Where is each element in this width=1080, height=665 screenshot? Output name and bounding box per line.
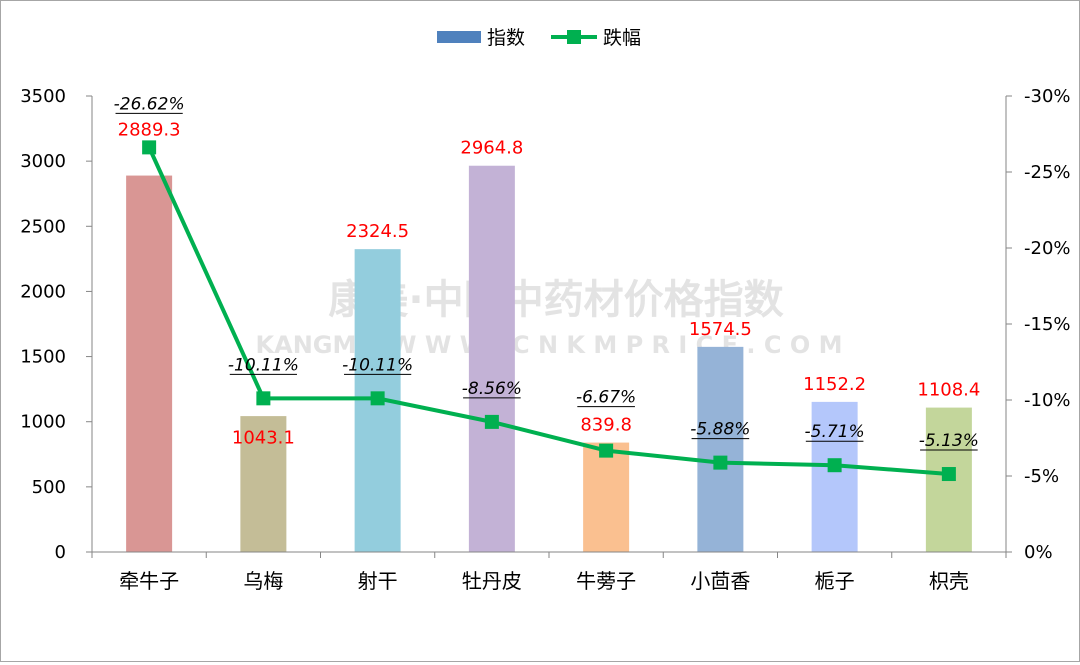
y-left-tick-label: 3500 — [20, 86, 66, 107]
x-tick-label: 栀子 — [815, 569, 855, 593]
bars-layer — [126, 165, 972, 552]
y-left-tick-label: 0 — [55, 542, 66, 563]
x-tick-label: 小茴香 — [690, 569, 750, 593]
legend-bar-swatch — [437, 31, 481, 43]
y-right-tick-label: 0% — [1024, 542, 1053, 563]
pct-label: -10.11% — [342, 355, 413, 375]
line-series — [147, 146, 950, 477]
x-tick-label: 牡丹皮 — [462, 569, 522, 593]
bar-value-label: 1574.5 — [689, 319, 752, 340]
bar-value-label: 1152.2 — [803, 374, 866, 395]
pct-label: -10.11% — [228, 355, 299, 375]
y-left-tick-label: 1500 — [20, 347, 66, 368]
y-left-tick-label: 1000 — [20, 412, 66, 433]
labels-layer: 2889.3 1043.1 2324.5 2964.8 839.8 1574.5 1152.… — [114, 94, 981, 451]
y-left-tick-label: 500 — [32, 477, 66, 498]
y-right-tick-label: -20% — [1024, 238, 1071, 259]
bar — [126, 175, 173, 552]
x-tick-label: 射干 — [358, 569, 398, 593]
y-left-tick-label: 3000 — [20, 151, 66, 172]
bar-value-label: 2889.3 — [118, 119, 181, 140]
bar-value-label: 1043.1 — [232, 427, 295, 448]
pct-label: -5.88% — [690, 420, 750, 440]
pct-label: -6.67% — [576, 388, 636, 408]
bar-value-label: 1108.4 — [917, 380, 980, 401]
legend: 指数 跌幅 — [437, 27, 641, 49]
pct-label: -5.13% — [919, 431, 979, 451]
bar-value-label: 2324.5 — [346, 221, 409, 242]
y-right-tick-label: -30% — [1024, 86, 1071, 107]
watermark-main: 康美·中国中药材价格指数 — [328, 277, 783, 323]
line-marker — [142, 140, 157, 155]
line-marker — [599, 443, 614, 458]
bar — [240, 416, 287, 552]
pct-label: -8.56% — [462, 379, 522, 399]
bar — [583, 442, 630, 552]
x-tick-label: 牵牛子 — [119, 569, 179, 593]
y-left-tick-label: 2000 — [20, 281, 66, 302]
bar — [697, 346, 744, 552]
line-marker — [827, 458, 842, 473]
legend-line-marker — [567, 30, 581, 44]
y-right-tick-label: -5% — [1024, 466, 1059, 487]
y-right-tick-label: -10% — [1024, 390, 1071, 411]
legend-bar-label: 指数 — [487, 27, 525, 49]
line-marker — [484, 414, 499, 429]
axes-layer: 0 500 1000 1500 2000 2500 3000 3500 0% -5% -10% -15… — [20, 86, 1070, 593]
legend-line-label: 跌幅 — [603, 27, 641, 49]
x-tick-label: 牛蒡子 — [576, 569, 636, 593]
watermark-sub: KANGMEI W W W . C N K M P R I C E . C O … — [256, 331, 843, 359]
line-marker — [256, 391, 271, 406]
watermark: 康美·中国中药材价格指数 KANGMEI W W W . C N K M P R… — [256, 277, 843, 359]
y-right-tick-label: -15% — [1024, 314, 1071, 335]
line-marker — [941, 467, 956, 482]
bar — [811, 401, 858, 552]
line-marker — [370, 391, 385, 406]
x-tick-label: 乌梅 — [243, 569, 283, 593]
bar-value-label: 2964.8 — [460, 138, 523, 159]
y-right-tick-label: -25% — [1024, 162, 1071, 183]
pct-label: -5.71% — [805, 422, 865, 442]
bar — [468, 165, 515, 552]
line-layer — [142, 140, 956, 482]
pct-label: -26.62% — [114, 94, 185, 114]
bar-value-label: 839.8 — [580, 415, 632, 436]
x-tick-label: 枳壳 — [929, 569, 969, 593]
y-left-tick-label: 2500 — [20, 216, 66, 237]
line-marker — [713, 455, 728, 470]
